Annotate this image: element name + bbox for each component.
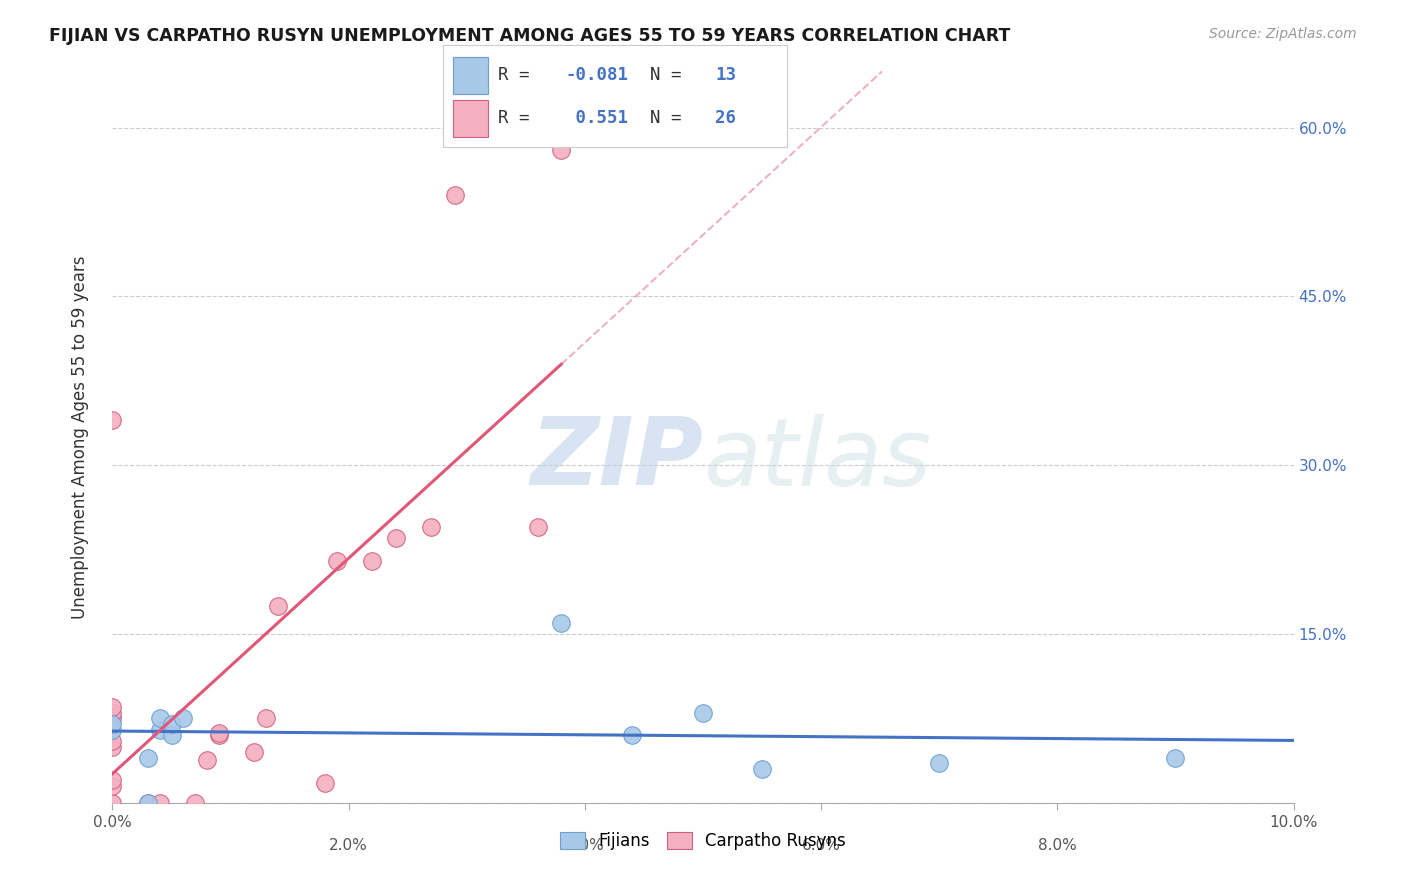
Point bbox=[692, 706, 714, 720]
Point bbox=[326, 554, 349, 568]
Point bbox=[101, 706, 124, 720]
Point bbox=[314, 775, 336, 789]
Point bbox=[149, 711, 172, 725]
Point bbox=[621, 728, 644, 742]
Point bbox=[101, 413, 124, 427]
Text: R =: R = bbox=[498, 66, 540, 85]
Point bbox=[195, 753, 218, 767]
Text: 13: 13 bbox=[716, 66, 735, 85]
Text: R =: R = bbox=[498, 110, 540, 128]
Point bbox=[149, 723, 172, 737]
Point bbox=[208, 726, 231, 740]
Point bbox=[136, 796, 159, 810]
Point bbox=[267, 599, 290, 613]
Point bbox=[1164, 751, 1187, 765]
Bar bbox=[453, 57, 488, 94]
Text: 8.0%: 8.0% bbox=[1038, 838, 1077, 853]
Text: 6.0%: 6.0% bbox=[801, 838, 841, 853]
Point bbox=[550, 615, 572, 630]
Point bbox=[172, 711, 194, 725]
Text: -0.081: -0.081 bbox=[565, 66, 628, 85]
Point bbox=[385, 532, 408, 546]
Point bbox=[928, 756, 950, 771]
Point bbox=[101, 773, 124, 788]
Bar bbox=[453, 100, 488, 137]
Text: N =: N = bbox=[650, 110, 692, 128]
Point bbox=[751, 762, 773, 776]
Point bbox=[184, 796, 207, 810]
Point bbox=[101, 717, 124, 731]
Text: 4.0%: 4.0% bbox=[565, 838, 605, 853]
Point bbox=[101, 779, 124, 793]
Point bbox=[160, 717, 183, 731]
Text: 2.0%: 2.0% bbox=[329, 838, 368, 853]
Point bbox=[101, 734, 124, 748]
Point bbox=[101, 796, 124, 810]
Point bbox=[101, 739, 124, 754]
Text: ZIP: ZIP bbox=[530, 413, 703, 505]
Point bbox=[444, 188, 467, 202]
Point bbox=[136, 751, 159, 765]
Point bbox=[420, 520, 443, 534]
Text: FIJIAN VS CARPATHO RUSYN UNEMPLOYMENT AMONG AGES 55 TO 59 YEARS CORRELATION CHAR: FIJIAN VS CARPATHO RUSYN UNEMPLOYMENT AM… bbox=[49, 27, 1011, 45]
Point bbox=[149, 796, 172, 810]
Text: atlas: atlas bbox=[703, 414, 931, 505]
Point bbox=[136, 796, 159, 810]
Point bbox=[101, 723, 124, 737]
Point bbox=[101, 700, 124, 714]
Text: Source: ZipAtlas.com: Source: ZipAtlas.com bbox=[1209, 27, 1357, 41]
Text: N =: N = bbox=[650, 66, 692, 85]
Text: 0.551: 0.551 bbox=[565, 110, 628, 128]
Y-axis label: Unemployment Among Ages 55 to 59 years: Unemployment Among Ages 55 to 59 years bbox=[70, 255, 89, 619]
Text: 26: 26 bbox=[716, 110, 735, 128]
Point bbox=[550, 143, 572, 157]
Point bbox=[208, 728, 231, 742]
Point bbox=[361, 554, 384, 568]
Point bbox=[243, 745, 266, 759]
Legend: Fijians, Carpatho Rusyns: Fijians, Carpatho Rusyns bbox=[554, 825, 852, 856]
Point bbox=[101, 711, 124, 725]
Point bbox=[160, 728, 183, 742]
Point bbox=[254, 711, 277, 725]
Point bbox=[526, 520, 548, 534]
